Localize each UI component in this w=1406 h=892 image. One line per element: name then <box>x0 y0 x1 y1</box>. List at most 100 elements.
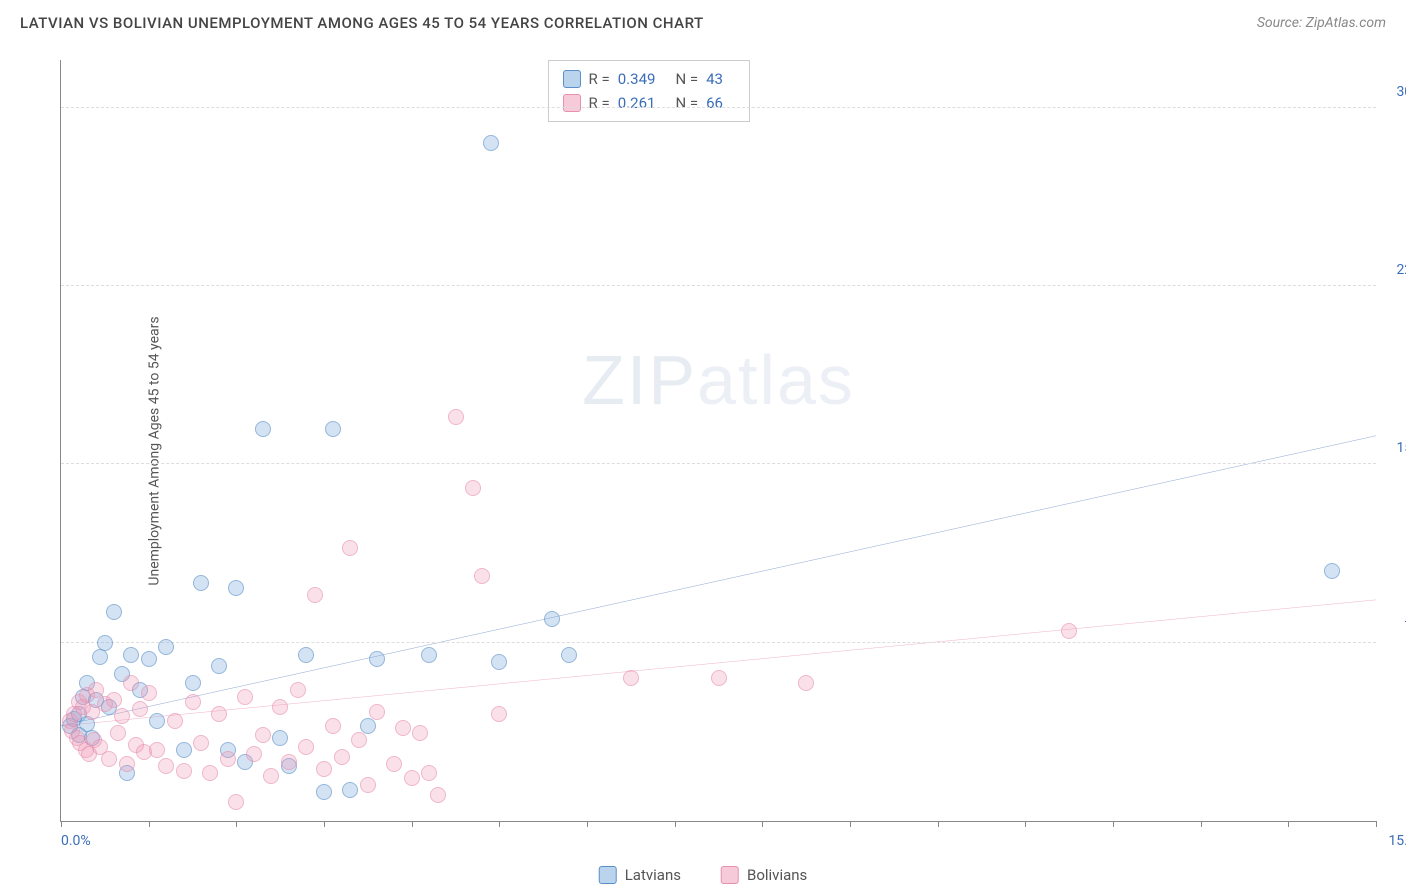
x-tick <box>1376 821 1377 827</box>
x-tick <box>675 821 676 827</box>
data-point <box>474 568 490 584</box>
data-point <box>623 670 639 686</box>
gridline <box>61 107 1376 108</box>
data-point <box>316 761 332 777</box>
data-point <box>211 706 227 722</box>
data-point <box>158 758 174 774</box>
legend-row: R =0.349N =43 <box>563 67 735 91</box>
data-point <box>351 732 367 748</box>
legend-r-value: 0.349 <box>618 67 656 91</box>
data-point <box>97 635 113 651</box>
legend-label: Latvians <box>625 866 681 884</box>
data-point <box>395 720 411 736</box>
data-point <box>119 756 135 772</box>
legend-item: Latvians <box>599 866 681 884</box>
plot-region: ZIPatlas R =0.349N =43R =0.261N =66 0.0%… <box>60 60 1376 822</box>
chart-title: LATVIAN VS BOLIVIAN UNEMPLOYMENT AMONG A… <box>20 14 704 32</box>
data-point <box>141 651 157 667</box>
legend-row: R = 0.261 N = 66 <box>563 91 735 115</box>
legend-swatch <box>563 70 581 88</box>
x-tick <box>587 821 588 827</box>
legend-r-label: R = <box>589 91 610 115</box>
x-tick <box>1025 821 1026 827</box>
data-point <box>106 692 122 708</box>
data-point <box>228 580 244 596</box>
legend-n-value: 66 <box>706 91 723 115</box>
data-point <box>141 685 157 701</box>
data-point <box>176 763 192 779</box>
legend-n-value: 43 <box>706 67 723 91</box>
gridline <box>61 463 1376 464</box>
data-point <box>158 639 174 655</box>
legend-label: Bolivians <box>747 866 807 884</box>
data-point <box>211 658 227 674</box>
data-point <box>1324 563 1340 579</box>
data-point <box>237 689 253 705</box>
trend-line <box>61 600 1376 726</box>
data-point <box>92 649 108 665</box>
data-point <box>220 751 236 767</box>
data-point <box>360 777 376 793</box>
data-point <box>106 604 122 620</box>
y-tick-label: 22.5% <box>1396 262 1406 278</box>
series-legend: Latvians Bolivians <box>599 866 808 884</box>
data-point <box>167 713 183 729</box>
data-point <box>465 480 481 496</box>
x-tick <box>236 821 237 827</box>
y-tick-label: 15.0% <box>1396 440 1406 456</box>
legend-r-value: 0.261 <box>618 91 656 115</box>
legend-n-label: N = <box>675 91 698 115</box>
legend-swatch <box>599 866 617 884</box>
x-tick <box>412 821 413 827</box>
data-point <box>298 739 314 755</box>
x-tick <box>149 821 150 827</box>
data-point <box>263 768 279 784</box>
data-point <box>114 708 130 724</box>
data-point <box>228 794 244 810</box>
data-point <box>307 587 323 603</box>
data-point <box>1061 623 1077 639</box>
x-tick <box>850 821 851 827</box>
x-axis-min-label: 0.0% <box>61 833 91 849</box>
data-point <box>281 754 297 770</box>
data-point <box>360 718 376 734</box>
data-point <box>316 784 332 800</box>
data-point <box>491 654 507 670</box>
x-tick <box>499 821 500 827</box>
data-point <box>110 725 126 741</box>
data-point <box>483 135 499 151</box>
data-point <box>369 651 385 667</box>
data-point <box>421 765 437 781</box>
data-point <box>149 742 165 758</box>
data-point <box>255 727 271 743</box>
legend-swatch <box>563 94 581 112</box>
watermark-thin: atlas <box>697 341 855 419</box>
data-point <box>149 713 165 729</box>
data-point <box>325 421 341 437</box>
data-point <box>491 706 507 722</box>
gridline <box>61 285 1376 286</box>
data-point <box>202 765 218 781</box>
data-point <box>421 647 437 663</box>
watermark: ZIPatlas <box>582 340 855 420</box>
data-point <box>101 751 117 767</box>
y-tick-label: 30.0% <box>1396 84 1406 100</box>
data-point <box>132 701 148 717</box>
data-point <box>193 575 209 591</box>
legend-swatch <box>721 866 739 884</box>
x-axis-max-label: 15.0% <box>1388 833 1406 849</box>
data-point <box>369 704 385 720</box>
x-tick <box>1113 821 1114 827</box>
data-point <box>298 647 314 663</box>
chart-header: LATVIAN VS BOLIVIAN UNEMPLOYMENT AMONG A… <box>0 0 1406 42</box>
correlation-legend: R = 0.349 N = 43R = 0.261 N = 66 <box>548 60 750 122</box>
x-tick <box>762 821 763 827</box>
data-point <box>255 421 271 437</box>
data-point <box>123 675 139 691</box>
data-point <box>798 675 814 691</box>
data-point <box>404 770 420 786</box>
data-point <box>386 756 402 772</box>
data-point <box>185 675 201 691</box>
data-point <box>176 742 192 758</box>
legend-r-label: R = <box>589 67 610 91</box>
